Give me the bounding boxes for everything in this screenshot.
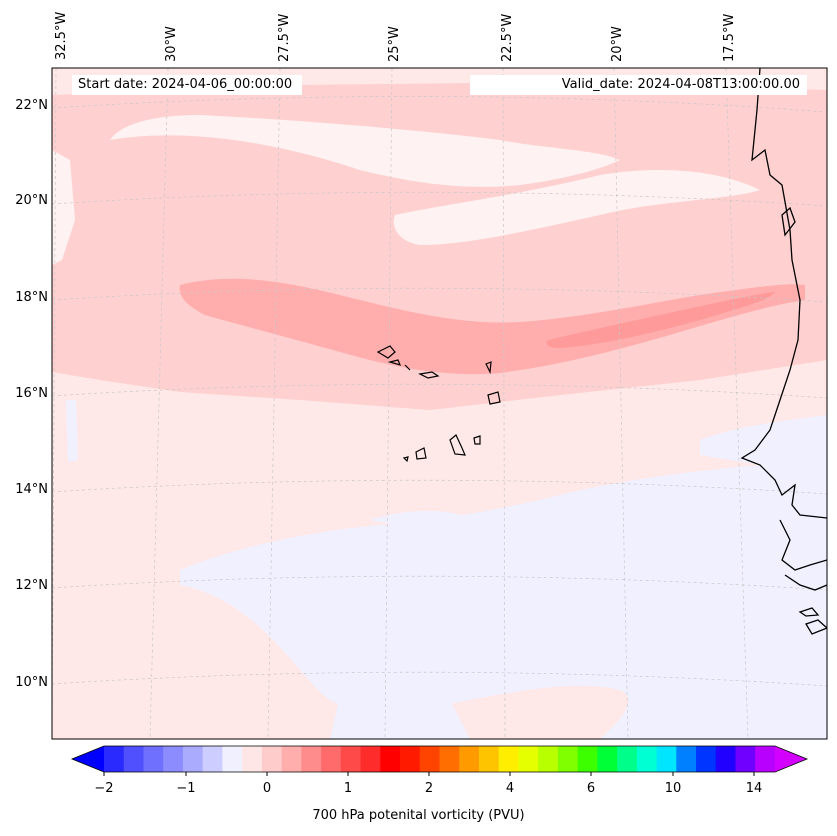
colorbar-tick: 1 <box>343 781 353 796</box>
colorbar-segment <box>715 746 737 772</box>
lat-label-20n: 20°N <box>15 193 48 208</box>
pv-near-zero-north <box>110 115 620 187</box>
start-date-label: Start date: 2024-04-06_00:00:00 <box>72 75 303 95</box>
pv-near-zero-west <box>52 150 75 265</box>
colorbar-title: 700 hPa potenital vorticity (PVU) <box>312 808 525 823</box>
pv-near-zero-mid <box>393 170 760 245</box>
lat-label-12n: 12°N <box>15 578 48 593</box>
islands <box>376 345 501 463</box>
africa-coastline <box>740 68 827 519</box>
colorbar-segment <box>261 746 283 772</box>
colorbar-extend-min <box>72 746 104 772</box>
colorbar-tick: 14 <box>745 781 763 796</box>
colorbar-segment <box>380 746 401 772</box>
colorbar-segment <box>202 746 223 772</box>
colorbar-segment <box>518 746 539 772</box>
colorbar-segment <box>400 746 421 772</box>
colorbar-segment <box>360 746 381 772</box>
colorbar-segment <box>163 746 184 772</box>
colorbar-segment <box>439 746 460 772</box>
pv-negative-west <box>66 400 78 462</box>
colorbar-segment <box>459 746 480 772</box>
pv-band-peak <box>546 292 775 348</box>
colorbar-segment <box>617 746 638 772</box>
colorbar-segment <box>104 746 125 772</box>
colorbar-segment <box>419 746 440 772</box>
colorbar-extend-max <box>775 746 807 772</box>
valid-date-label: Valid_date: 2024-04-08T13:00:00.00 <box>470 75 807 95</box>
pv-negative-center <box>370 510 460 525</box>
colorbar-segment <box>340 746 362 772</box>
pv-negative-south <box>180 455 827 739</box>
colorbar-tick: −2 <box>94 781 114 796</box>
colorbar-segment <box>321 746 342 772</box>
colorbar-tick: 2 <box>424 781 434 796</box>
lat-label-14n: 14°N <box>15 482 48 497</box>
colorbar-tick: −1 <box>176 781 196 796</box>
lat-label-22n: 22°N <box>15 98 48 113</box>
lat-label-10n: 10°N <box>15 675 48 690</box>
colorbar-segment <box>301 746 322 772</box>
colorbar-segment <box>182 746 204 772</box>
colorbar-segment <box>577 746 598 772</box>
colorbar-segment <box>222 746 243 772</box>
colorbar-segment <box>696 746 717 772</box>
colorbar-tick: 4 <box>505 781 515 796</box>
colorbar-segment <box>755 746 776 772</box>
map-frame <box>51 67 828 740</box>
colorbar-segment <box>143 746 164 772</box>
colorbar-segment <box>656 746 677 772</box>
colorbar-segment <box>242 746 263 772</box>
colorbar-segment <box>676 746 697 772</box>
colorbar-tick: 0 <box>262 781 272 796</box>
colorbar-segment <box>123 746 144 772</box>
lat-label-16n: 16°N <box>15 386 48 401</box>
colorbar-segment <box>597 746 618 772</box>
coastline <box>740 68 827 635</box>
lat-label-18n: 18°N <box>15 290 48 305</box>
colorbar-segment <box>557 746 579 772</box>
colorbar-segment <box>498 746 519 772</box>
graticule <box>52 68 827 739</box>
colorbar-tick: 10 <box>664 781 682 796</box>
colorbar-segment <box>636 746 658 772</box>
pv-band-core <box>179 278 805 375</box>
pv-negative-bottom <box>330 689 470 739</box>
colorbar-segment <box>538 746 559 772</box>
colorbar-tick: 6 <box>586 781 596 796</box>
pv-negative-east <box>700 415 827 470</box>
colorbar <box>70 745 809 776</box>
colorbar-segment <box>735 746 756 772</box>
colorbar-segment <box>478 746 500 772</box>
colorbar-segment <box>281 746 302 772</box>
